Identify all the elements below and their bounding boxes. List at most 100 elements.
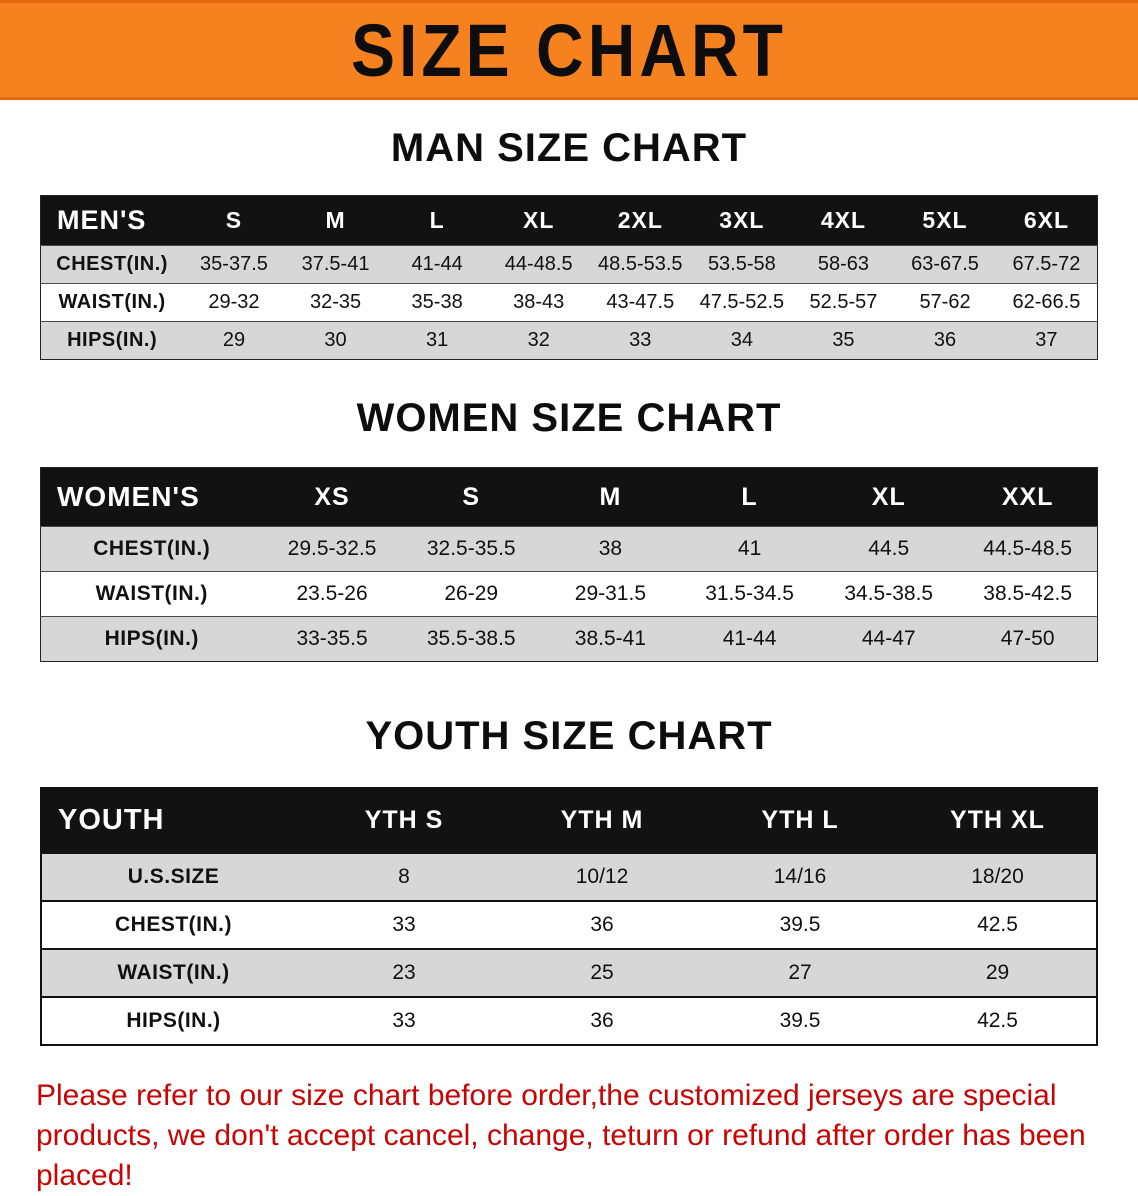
column-header: YTH L xyxy=(761,806,839,834)
cell-value: 35-38 xyxy=(386,283,488,322)
table-row: CHEST(IN.) 35-37.5 37.5-41 41-44 44-48.5 48.5… xyxy=(40,245,1098,284)
row-label: CHEST(IN.) xyxy=(40,526,263,572)
cell-value: 41-44 xyxy=(386,245,488,284)
cell-value: 63-67.5 xyxy=(894,245,996,284)
column-header: S xyxy=(462,482,481,511)
column-header: S xyxy=(225,207,243,233)
table-row: HIPS(IN.) 33 36 39.5 42.5 xyxy=(41,996,1097,1045)
cell-value: 36 xyxy=(503,900,701,949)
cell-value: 41 xyxy=(679,526,820,572)
cell-value: 52.5-57 xyxy=(792,283,895,322)
cell-value: 47.5-52.5 xyxy=(691,283,793,322)
table-row: HIPS(IN.) 29 30 31 32 33 34 35 36 37 xyxy=(40,321,1098,360)
column-header: M xyxy=(599,482,622,511)
women-section-heading: WOMEN SIZE CHART xyxy=(356,396,782,440)
cell-value: 58-63 xyxy=(792,245,895,284)
cell-value: 37.5-41 xyxy=(284,245,387,284)
men-section-heading: MAN SIZE CHART xyxy=(390,126,748,170)
row-label: CHEST(IN.) xyxy=(41,900,305,949)
table-title-cell: MEN'S xyxy=(57,205,147,235)
cell-value: 30 xyxy=(284,321,387,360)
cell-value: 38-43 xyxy=(487,283,590,322)
cell-value: 34.5-38.5 xyxy=(819,571,959,617)
cell-value: 35 xyxy=(792,321,895,360)
cell-value: 35.5-38.5 xyxy=(401,616,541,662)
cell-value: 39.5 xyxy=(701,900,899,949)
cell-value: 32 xyxy=(487,321,590,360)
row-label: HIPS(IN.) xyxy=(40,616,263,662)
column-header: 5XL xyxy=(922,207,968,233)
cell-value: 41-44 xyxy=(679,616,820,662)
column-header: L xyxy=(429,207,445,233)
column-header: YTH S xyxy=(364,806,444,834)
column-header: XXL xyxy=(1001,482,1054,511)
column-header: 4XL xyxy=(820,207,867,233)
table-header-row: YOUTH YTH S YTH M YTH L YTH XL xyxy=(41,788,1097,853)
row-label: WAIST(IN.) xyxy=(40,571,263,617)
cell-value: 44-48.5 xyxy=(487,245,590,284)
table-header-row: WOMEN'S XS S M L XL XXL xyxy=(40,467,1098,527)
table-row: WAIST(IN.) 23.5-26 26-29 29-31.5 31.5-34.5 34… xyxy=(40,571,1098,617)
table-row: WAIST(IN.) 29-32 32-35 35-38 38-43 43-47.5 47.… xyxy=(40,283,1098,322)
column-header: 3XL xyxy=(719,207,765,233)
column-header: 2XL xyxy=(617,207,663,233)
cell-value: 38.5-41 xyxy=(540,616,680,662)
men-size-table: MEN'S S M L XL 2XL 3XL 4XL 5XL 6XL CHEST(IN.) 35-37… xyxy=(40,195,1098,360)
cell-value: 31 xyxy=(386,321,488,360)
cell-value: 29-31.5 xyxy=(540,571,680,617)
table-row: U.S.SIZE 8 10/12 14/16 18/20 xyxy=(41,852,1097,901)
cell-value: 67.5-72 xyxy=(995,245,1098,284)
column-header: YTH XL xyxy=(950,806,1045,834)
table-row: WAIST(IN.) 23 25 27 29 xyxy=(41,948,1097,997)
row-label: U.S.SIZE xyxy=(41,852,305,901)
cell-value: 33 xyxy=(305,900,503,949)
row-label: CHEST(IN.) xyxy=(40,245,184,284)
column-header: M xyxy=(325,207,346,233)
table-title-cell: WOMEN'S xyxy=(57,481,200,512)
cell-value: 48.5-53.5 xyxy=(589,245,692,284)
men-size-section: MAN SIZE CHART MEN'S S M L XL 2XL 3XL 4XL 5XL 6XL… xyxy=(0,126,1138,360)
cell-value: 29-32 xyxy=(183,283,285,322)
cell-value: 38 xyxy=(540,526,680,572)
table-row: CHEST(IN.) 33 36 39.5 42.5 xyxy=(41,900,1097,949)
cell-value: 29.5-32.5 xyxy=(262,526,402,572)
column-header: XL xyxy=(523,207,555,233)
cell-value: 37 xyxy=(995,321,1098,360)
cell-value: 23 xyxy=(305,948,503,997)
cell-value: 27 xyxy=(701,948,899,997)
column-header: YTH M xyxy=(560,806,644,834)
women-size-section: WOMEN SIZE CHART WOMEN'S XS S M L XL XXL CHEST(… xyxy=(0,396,1138,662)
cell-value: 43-47.5 xyxy=(589,283,692,322)
cell-value: 14/16 xyxy=(701,852,899,901)
row-label: WAIST(IN.) xyxy=(41,948,305,997)
cell-value: 44.5-48.5 xyxy=(958,526,1098,572)
cell-value: 10/12 xyxy=(503,852,701,901)
youth-size-table: YOUTH YTH S YTH M YTH L YTH XL U.S.SIZE 8 10/12… xyxy=(40,787,1098,1046)
cell-value: 62-66.5 xyxy=(995,283,1098,322)
cell-value: 36 xyxy=(503,996,701,1045)
cell-value: 53.5-58 xyxy=(691,245,793,284)
cell-value: 31.5-34.5 xyxy=(679,571,820,617)
table-row: HIPS(IN.) 33-35.5 35.5-38.5 38.5-41 41-44 44-… xyxy=(40,616,1098,662)
cell-value: 18/20 xyxy=(899,852,1097,901)
cell-value: 23.5-26 xyxy=(262,571,402,617)
cell-value: 36 xyxy=(894,321,996,360)
column-header: L xyxy=(741,482,758,511)
cell-value: 33 xyxy=(589,321,692,360)
cell-value: 47-50 xyxy=(958,616,1098,662)
cell-value: 42.5 xyxy=(899,900,1097,949)
cell-value: 44-47 xyxy=(819,616,959,662)
row-label: HIPS(IN.) xyxy=(41,996,305,1045)
cell-value: 33-35.5 xyxy=(262,616,402,662)
column-header: 6XL xyxy=(1023,207,1069,233)
table-header-row: MEN'S S M L XL 2XL 3XL 4XL 5XL 6XL xyxy=(40,195,1098,246)
row-label: HIPS(IN.) xyxy=(40,321,184,360)
cell-value: 44.5 xyxy=(819,526,959,572)
cell-value: 8 xyxy=(305,852,503,901)
cell-value: 57-62 xyxy=(894,283,996,322)
youth-size-section: YOUTH SIZE CHART YOUTH YTH S YTH M YTH L YTH… xyxy=(0,714,1138,1046)
cell-value: 33 xyxy=(305,996,503,1045)
cell-value: 26-29 xyxy=(401,571,541,617)
cell-value: 42.5 xyxy=(899,996,1097,1045)
cell-value: 38.5-42.5 xyxy=(958,571,1098,617)
